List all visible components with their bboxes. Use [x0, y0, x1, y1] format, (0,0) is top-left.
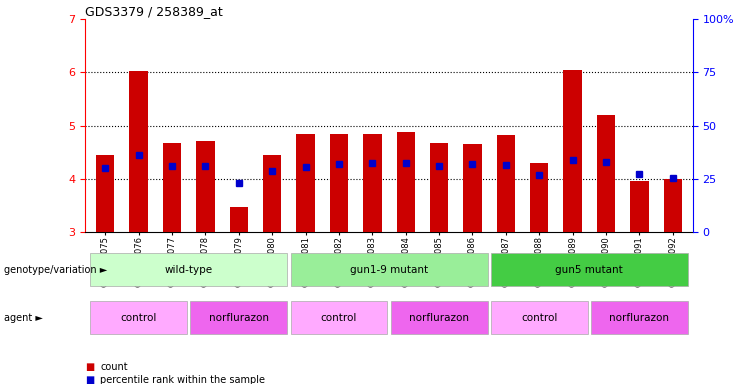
Bar: [330, 134, 348, 232]
Text: genotype/variation ►: genotype/variation ►: [4, 265, 107, 275]
Text: percentile rank within the sample: percentile rank within the sample: [100, 375, 265, 384]
Text: control: control: [321, 313, 357, 323]
Bar: [230, 207, 248, 232]
Text: control: control: [121, 313, 157, 323]
Bar: [363, 134, 382, 232]
Bar: [496, 135, 515, 232]
Text: agent ►: agent ►: [4, 313, 42, 323]
Bar: [296, 134, 315, 232]
Bar: [196, 141, 215, 232]
Bar: [130, 71, 147, 232]
Text: count: count: [100, 362, 127, 372]
Text: ■: ■: [85, 362, 94, 372]
Text: gun1-9 mutant: gun1-9 mutant: [350, 265, 428, 275]
Bar: [430, 143, 448, 232]
Text: gun5 mutant: gun5 mutant: [556, 265, 623, 275]
Bar: [530, 163, 548, 232]
Text: norflurazon: norflurazon: [209, 313, 269, 323]
Text: ■: ■: [85, 375, 94, 384]
Text: norflurazon: norflurazon: [609, 313, 669, 323]
Bar: [163, 143, 182, 232]
Bar: [631, 180, 648, 232]
Bar: [664, 179, 682, 232]
Bar: [597, 115, 615, 232]
Bar: [96, 155, 114, 232]
Bar: [396, 132, 415, 232]
Bar: [263, 155, 282, 232]
Text: control: control: [521, 313, 557, 323]
Bar: [463, 144, 482, 232]
Bar: [563, 70, 582, 232]
Text: GDS3379 / 258389_at: GDS3379 / 258389_at: [85, 5, 223, 18]
Text: norflurazon: norflurazon: [409, 313, 469, 323]
Text: wild-type: wild-type: [165, 265, 213, 275]
